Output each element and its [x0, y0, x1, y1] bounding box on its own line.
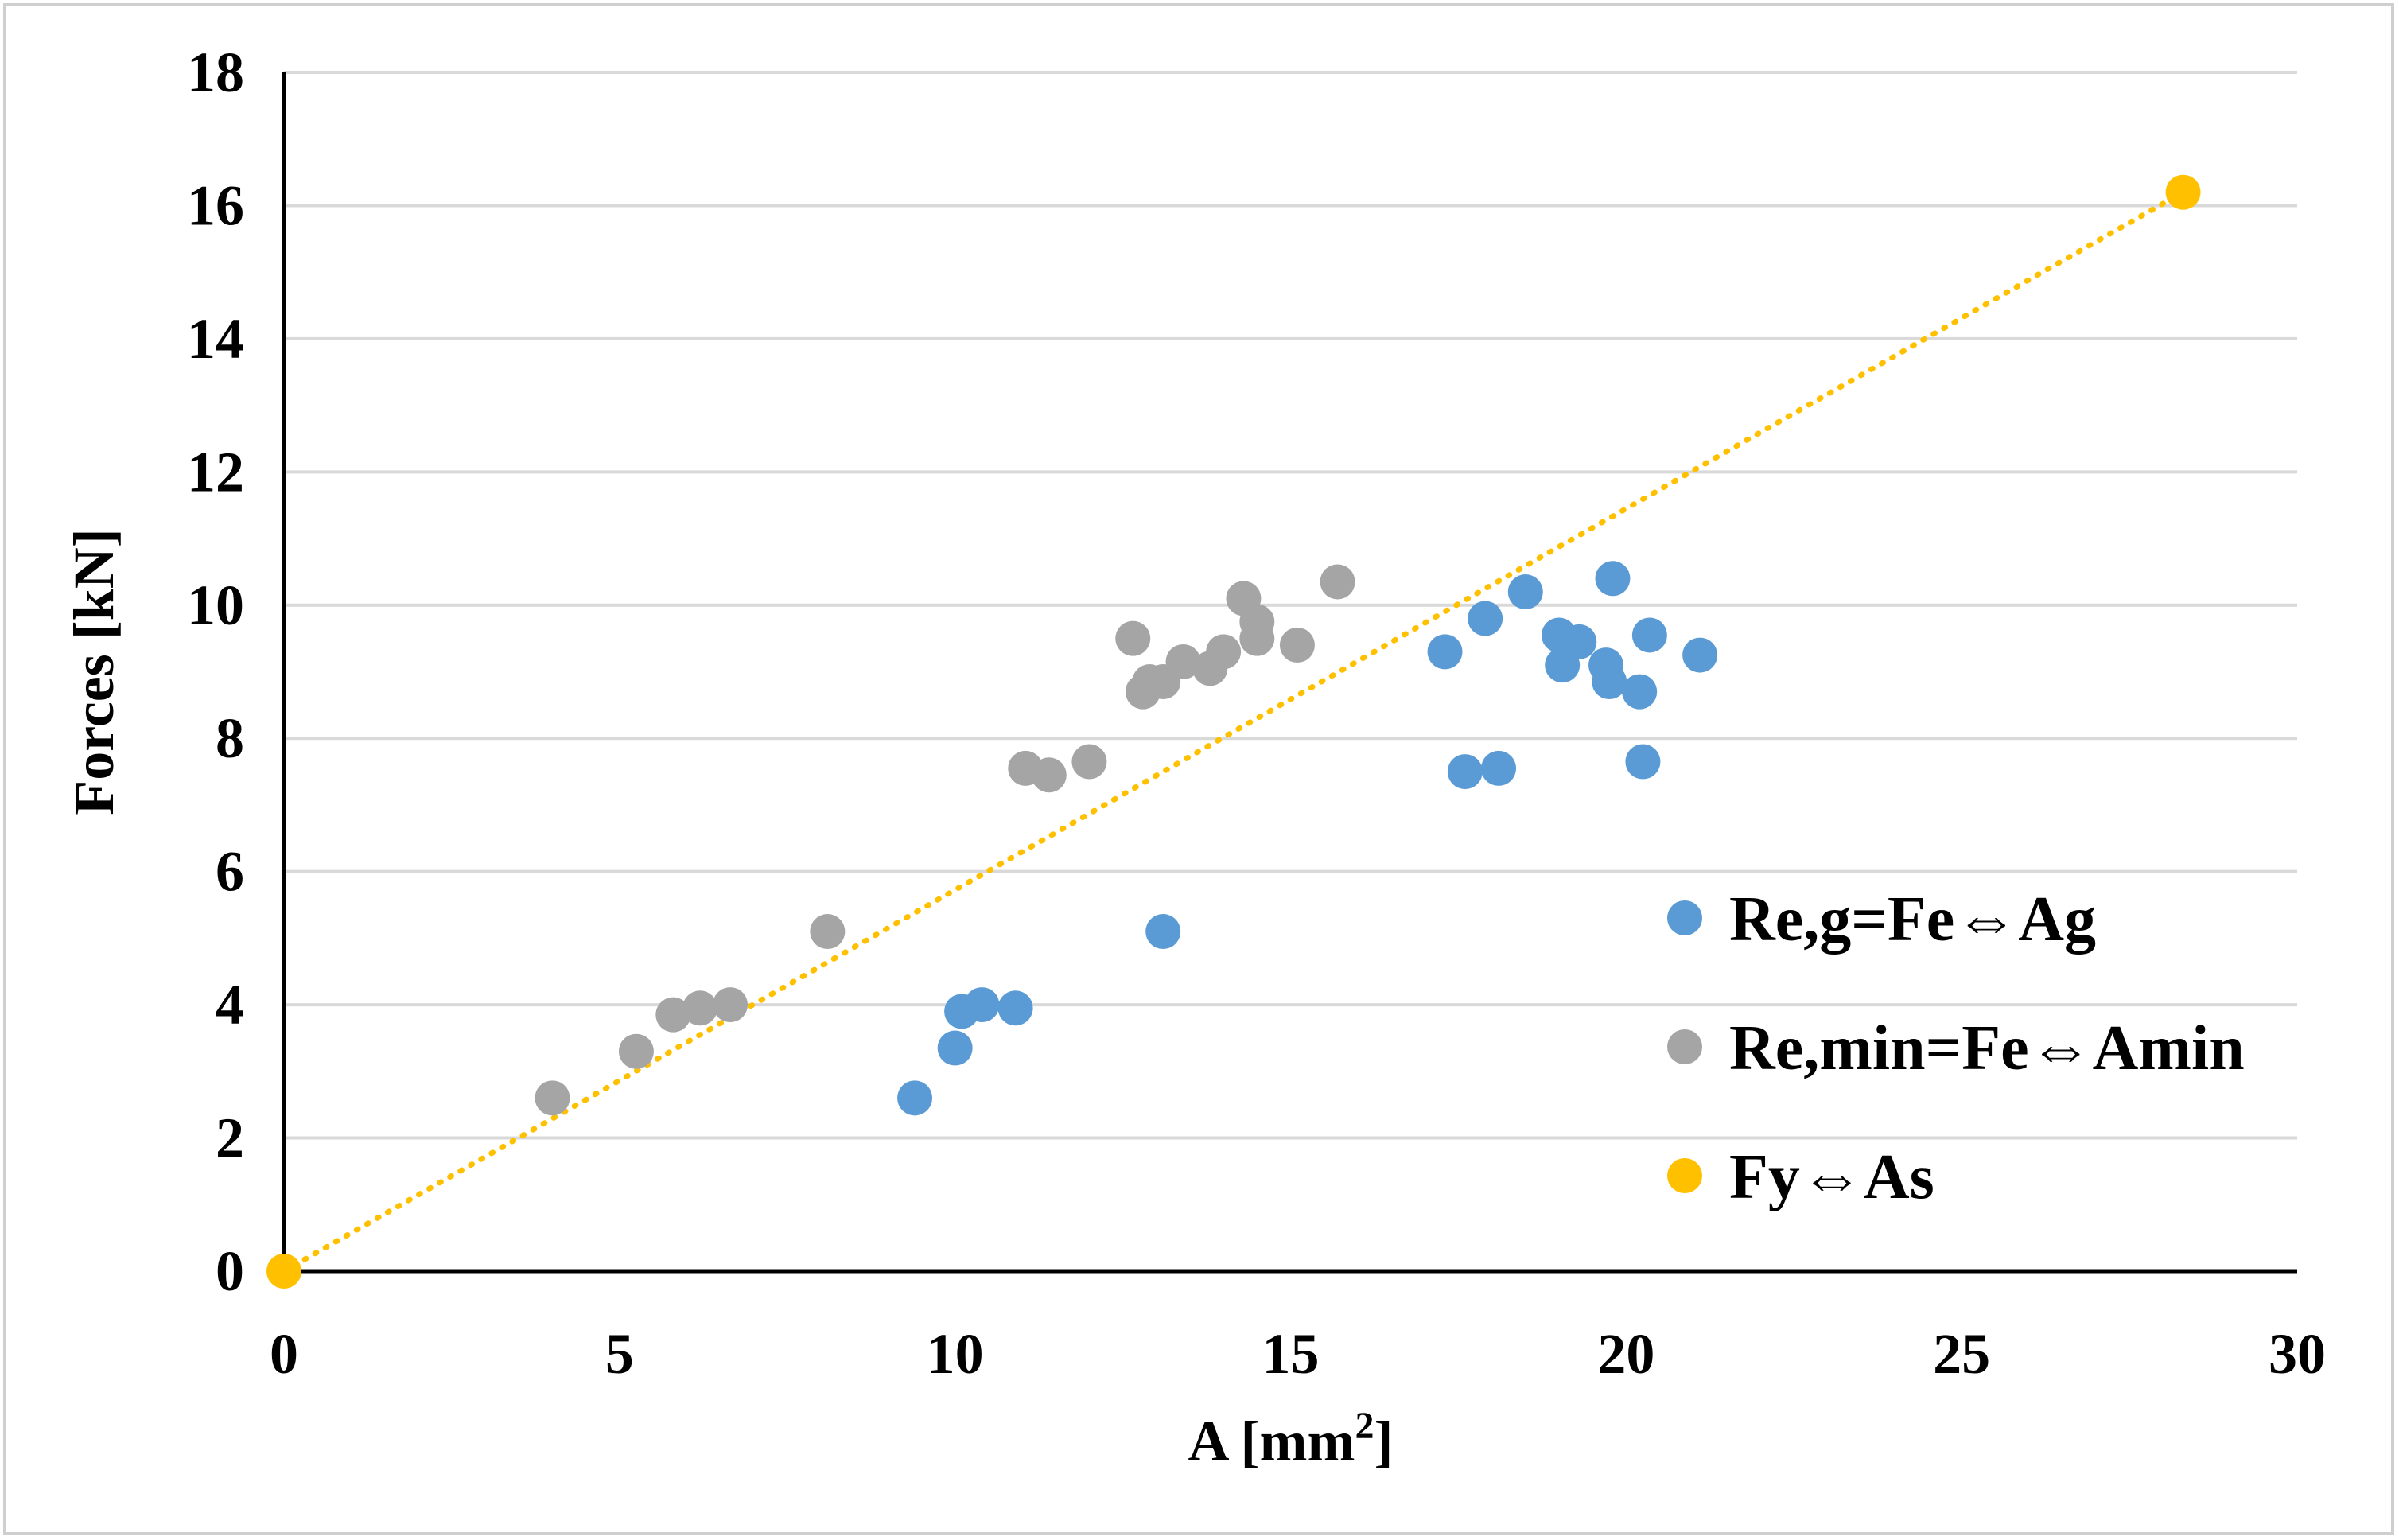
data-point [1447, 754, 1483, 790]
data-point [1468, 601, 1503, 636]
y-tick-label: 14 [187, 307, 244, 371]
x-tick-label: 15 [1262, 1322, 1320, 1386]
data-point [997, 990, 1033, 1026]
data-point [1631, 617, 1667, 653]
y-axis-title: Forces [kN] [62, 528, 126, 815]
y-tick-label: 8 [216, 706, 244, 770]
data-point [1071, 744, 1107, 780]
y-tick-label: 12 [187, 440, 244, 504]
legend-label: Re,g=Fe⇔Ag [1729, 885, 2096, 955]
x-axis-title-superscript: 2 [1355, 1405, 1374, 1447]
tick-labels: 0 2 4 6 8 10 12 14 16 18 0 5 10 15 20 25 30 [187, 41, 2326, 1386]
trendline [281, 189, 2187, 1274]
chart-frame: 0 2 4 6 8 10 12 14 16 18 0 5 10 15 20 25 30 A [mm2] Forc… [3, 3, 2394, 1535]
data-point [1682, 637, 1718, 673]
legend: Re,g=Fe⇔Ag Re,min=Fe⇔Amin Fy⇔As [1667, 885, 2245, 1212]
x-tick-label: 5 [605, 1322, 634, 1386]
y-tick-label: 0 [216, 1239, 244, 1303]
y-tick-label: 18 [187, 41, 244, 104]
data-point [1625, 744, 1661, 780]
data-point [937, 1030, 973, 1066]
data-point [266, 1254, 301, 1289]
data-point [2165, 174, 2201, 210]
x-axis-title-suffix: ] [1374, 1410, 1393, 1473]
legend-marker [1667, 900, 1702, 935]
y-tick-label: 6 [216, 840, 244, 904]
data-point [1239, 604, 1275, 640]
data-point [618, 1033, 654, 1069]
data-point [1507, 574, 1543, 610]
data-point [535, 1080, 570, 1116]
x-tick-label: 25 [1933, 1322, 1990, 1386]
y-tick-label: 16 [187, 173, 244, 237]
data-point [1206, 634, 1242, 670]
x-axis-title: A [mm2] [1188, 1405, 1394, 1473]
legend-marker [1667, 1158, 1702, 1193]
data-point [713, 987, 748, 1023]
y-tick-label: 2 [216, 1106, 244, 1170]
axes [282, 72, 2297, 1274]
data-point [1595, 561, 1631, 597]
data-point [1145, 914, 1181, 950]
legend-marker [1667, 1029, 1702, 1064]
x-tick-label: 10 [927, 1322, 984, 1386]
data-point [1165, 644, 1201, 679]
y-tick-label: 4 [216, 973, 244, 1036]
data-point [655, 997, 691, 1032]
x-tick-label: 0 [270, 1322, 298, 1386]
data-points [266, 174, 2201, 1289]
data-point [1561, 624, 1597, 659]
legend-label: Fy⇔As [1729, 1142, 1934, 1212]
x-tick-label: 20 [1597, 1322, 1654, 1386]
x-tick-label: 30 [2269, 1322, 2326, 1386]
data-point [1031, 757, 1067, 793]
trendline-group [281, 189, 2187, 1274]
data-point [1481, 750, 1517, 786]
data-point [810, 914, 846, 950]
gridlines [284, 71, 2297, 1140]
data-point [682, 990, 718, 1026]
data-point [897, 1080, 933, 1116]
legend-label: Re,min=Fe⇔Amin [1729, 1013, 2245, 1083]
x-axis-title-main: A [mm [1188, 1410, 1355, 1473]
data-point [964, 987, 1000, 1023]
y-tick-label: 10 [187, 574, 244, 637]
data-point [1592, 664, 1627, 700]
data-point [1279, 628, 1315, 663]
data-point [1427, 634, 1463, 670]
data-point [1622, 674, 1658, 710]
data-point [1115, 620, 1151, 656]
data-point [1320, 564, 1355, 600]
